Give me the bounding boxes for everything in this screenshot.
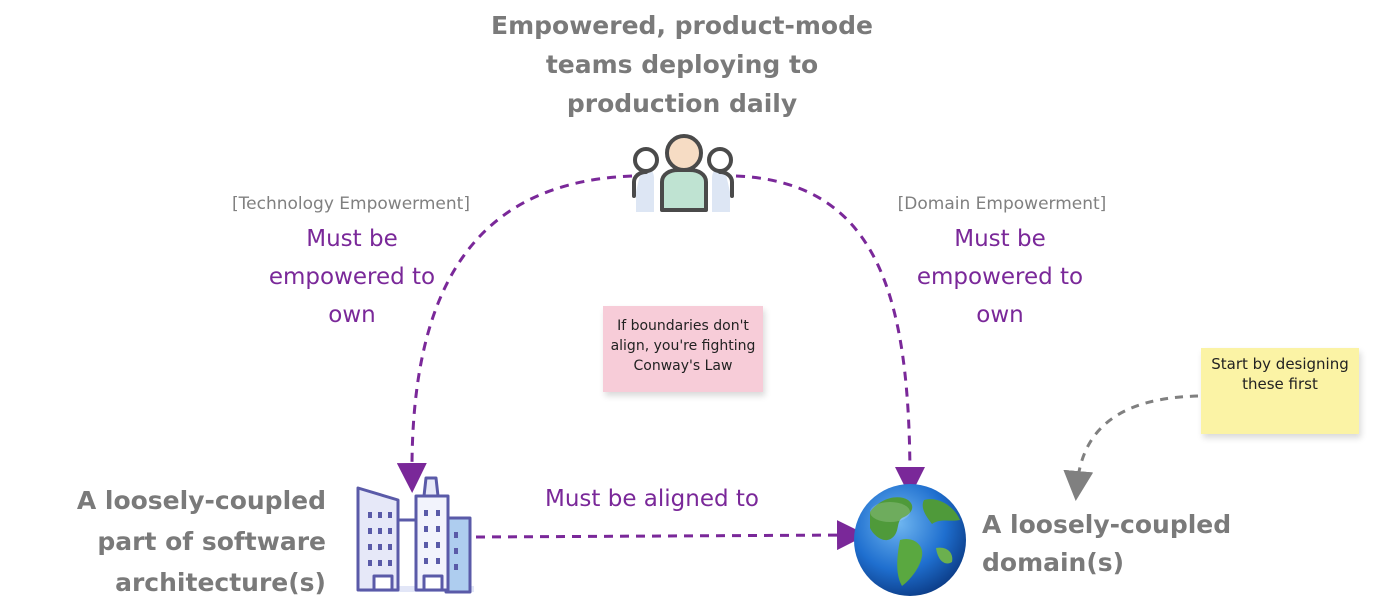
people-group-icon bbox=[632, 134, 734, 212]
left-edge-label: Must be empowered to own bbox=[268, 226, 436, 328]
bottom-connector bbox=[475, 520, 867, 551]
left-edge-bracket: [Technology Empowerment] bbox=[232, 194, 470, 214]
building-windows bbox=[368, 510, 458, 570]
globe-icon bbox=[854, 484, 966, 596]
right-arc-connector bbox=[735, 174, 925, 497]
conways-law-sticky-note: If boundaries don't align, you're fighti… bbox=[603, 306, 763, 392]
note-pointer-connector bbox=[1063, 394, 1199, 501]
architecture-title: A loosely-coupled part of software archi… bbox=[76, 486, 326, 597]
start-here-sticky-note: Start by designing these first bbox=[1201, 348, 1359, 434]
domain-title: A loosely-coupled domain(s) bbox=[982, 510, 1232, 577]
right-edge-bracket: [Domain Empowerment] bbox=[897, 194, 1107, 214]
right-edge-label: Must be empowered to own bbox=[916, 226, 1084, 328]
left-arc-connector bbox=[396, 174, 633, 493]
bottom-edge-label: Must be aligned to bbox=[545, 486, 759, 512]
teams-title: Empowered, product-mode teams deploying … bbox=[491, 11, 873, 118]
